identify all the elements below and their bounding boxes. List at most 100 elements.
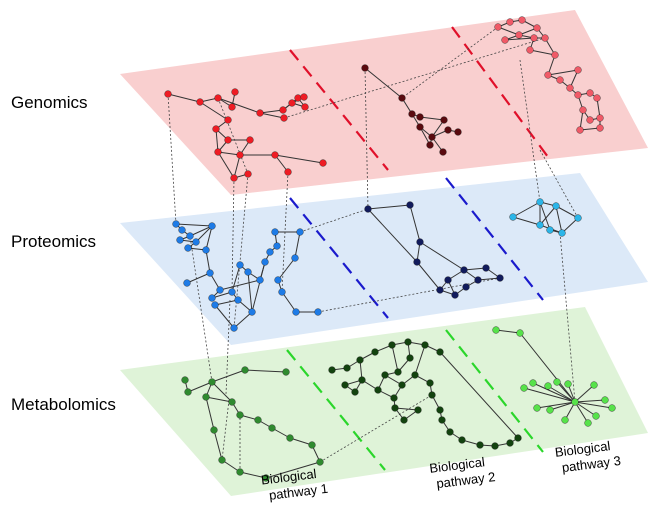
proteomics-p2-node — [475, 277, 482, 284]
proteomics-p1-node — [267, 249, 274, 256]
proteomics-p2-node — [483, 265, 490, 272]
metabolomics-p2-node — [357, 357, 364, 364]
metabolomics-p1-node — [283, 369, 290, 376]
genomics-p1-node — [302, 104, 309, 111]
genomics-p3-node — [594, 95, 601, 102]
genomics-p3-node — [527, 47, 534, 54]
metabolomics-p2-node — [492, 443, 499, 450]
metabolomics-p3-node — [562, 417, 569, 424]
genomics-p1-node — [197, 99, 204, 106]
metabolomics-p2-node — [399, 382, 406, 389]
metabolomics-p1-node — [229, 399, 236, 406]
metabolomics-p2-node — [439, 417, 446, 424]
metabolomics-label: Metabolomics — [11, 395, 116, 415]
genomics-p3-node — [495, 24, 502, 31]
proteomics-p1-node — [257, 277, 264, 284]
metabolomics-p2-node — [407, 355, 414, 362]
metabolomics-p3-node — [534, 405, 541, 412]
genomics-p2-node — [417, 114, 424, 121]
genomics-p1-node — [289, 100, 296, 107]
proteomics-p1-node — [292, 255, 299, 262]
genomics-p2-node — [417, 124, 424, 131]
genomics-p1-node — [225, 137, 232, 144]
metabolomics-p1-node — [209, 379, 216, 386]
metabolomics-p1-node — [242, 367, 249, 374]
metabolomics-p2-node — [401, 417, 408, 424]
genomics-p1-node — [285, 169, 292, 176]
genomics-p2-node — [440, 149, 447, 156]
proteomics-p1-node — [207, 270, 214, 277]
proteomics-p3-node — [537, 199, 544, 206]
metabolomics-p3-node — [493, 327, 500, 334]
metabolomics-p2-node — [342, 382, 349, 389]
genomics-p3-node — [507, 19, 514, 26]
metabolomics-p2-node — [422, 342, 429, 349]
metabolomics-p1-node — [185, 389, 192, 396]
proteomics-p1-node — [209, 295, 216, 302]
proteomics-p3-node — [553, 203, 560, 210]
metabolomics-p2-node — [359, 377, 366, 384]
metabolomics-p3-node — [545, 383, 552, 390]
proteomics-p3-node — [510, 214, 517, 221]
genomics-p2-node — [409, 111, 416, 118]
genomics-p1-node — [257, 110, 264, 117]
metabolomics-p2-node — [507, 440, 514, 447]
proteomics-p2-node — [452, 292, 459, 299]
metabolomics-p3-node — [521, 385, 528, 392]
proteomics-p1-node — [193, 239, 200, 246]
proteomics-p2-node — [365, 206, 372, 213]
genomics-p1-node — [213, 126, 220, 133]
proteomics-p1-node — [212, 302, 219, 309]
metabolomics-p1-node — [219, 457, 226, 464]
proteomics-p1-node — [179, 227, 186, 234]
genomics-p1-node — [215, 95, 222, 102]
metabolomics-p3-node — [609, 405, 616, 412]
genomics-p3-node — [502, 37, 509, 44]
metabolomics-p1-node — [317, 459, 324, 466]
proteomics-p1-node — [237, 262, 244, 269]
genomics-p3-node — [516, 32, 523, 39]
genomics-p1-node — [231, 175, 238, 182]
metabolomics-p1-node — [203, 394, 210, 401]
metabolomics-p3-node — [591, 382, 598, 389]
metabolomics-p1-node — [211, 427, 218, 434]
genomics-p3-node — [587, 90, 594, 97]
proteomics-p1-node — [249, 309, 256, 316]
metabolomics-p2-node — [515, 435, 522, 442]
proteomics-p1-node — [217, 287, 224, 294]
genomics-p2-node — [399, 95, 406, 102]
proteomics-p2-node — [445, 277, 452, 284]
proteomics-p1-node — [245, 269, 252, 276]
genomics-p1-node — [247, 137, 254, 144]
genomics-p1-node — [272, 152, 279, 159]
genomics-p1-node — [225, 117, 232, 124]
metabolomics-p2-node — [477, 442, 484, 449]
proteomics-p1-node — [279, 289, 286, 296]
proteomics-p1-node — [274, 243, 281, 250]
genomics-p1-node — [237, 152, 244, 159]
genomics-p3-node — [552, 52, 559, 59]
proteomics-p1-node — [315, 309, 322, 316]
proteomics-p2-node — [437, 287, 444, 294]
metabolomics-p2-node — [392, 405, 399, 412]
metabolomics-p2-node — [344, 365, 351, 372]
genomics-p3-node — [519, 17, 526, 24]
proteomics-p1-node — [187, 233, 194, 240]
genomics-p1-node — [301, 94, 308, 101]
genomics-p1-node — [165, 91, 172, 98]
metabolomics-p2-node — [329, 367, 336, 374]
proteomics-p1-node — [262, 259, 269, 266]
metabolomics-p1-node — [255, 417, 262, 424]
metabolomics-p1-node — [237, 412, 244, 419]
genomics-p1-node — [320, 160, 327, 167]
genomics-p3-node — [597, 125, 604, 132]
metabolomics-p3-node — [554, 379, 561, 386]
metabolomics-p3-node — [602, 397, 609, 404]
metabolomics-p2-node — [427, 380, 434, 387]
proteomics-p1-node — [209, 223, 216, 230]
metabolomics-p1-node — [309, 442, 316, 449]
proteomics-p1-node — [173, 221, 180, 228]
genomics-p3-node — [577, 127, 584, 134]
metabolomics-p1-node — [287, 435, 294, 442]
metabolomics-p2-node — [395, 369, 402, 376]
